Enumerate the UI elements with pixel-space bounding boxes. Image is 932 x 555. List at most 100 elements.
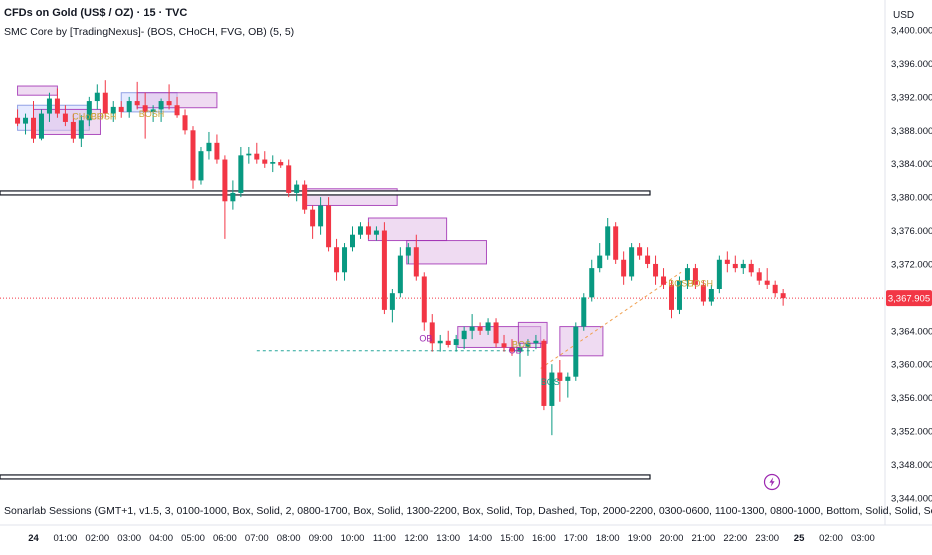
candle[interactable]: [421, 272, 427, 331]
candle[interactable]: [142, 92, 148, 139]
candle[interactable]: [158, 98, 164, 122]
candle[interactable]: [581, 293, 587, 331]
candle[interactable]: [700, 280, 706, 306]
candle[interactable]: [310, 205, 316, 239]
time-axis[interactable]: 24 01:00 02:00 03:00 04:00 05:00 06:00 07:00 08:…: [28, 533, 875, 544]
candle[interactable]: [645, 247, 651, 269]
candle[interactable]: [134, 81, 140, 110]
price-axis[interactable]: 3,344.000 3,348.000 3,352.000 3,356.000 3,36…: [891, 26, 932, 505]
candle[interactable]: [525, 339, 531, 356]
indicator-title[interactable]: SMC Core by [TradingNexus]- (BOS, CHoCH,…: [4, 26, 295, 38]
candle[interactable]: [597, 243, 603, 273]
candle[interactable]: [469, 314, 475, 340]
candle[interactable]: [676, 276, 682, 315]
candle[interactable]: [485, 318, 491, 335]
candle[interactable]: [46, 92, 52, 122]
candle[interactable]: [549, 364, 555, 436]
candle[interactable]: [86, 96, 92, 127]
candle[interactable]: [661, 268, 667, 289]
candle[interactable]: [166, 84, 172, 110]
candle-layer[interactable]: [15, 80, 786, 436]
candle[interactable]: [62, 105, 68, 127]
candle[interactable]: [684, 263, 690, 289]
candle[interactable]: [780, 289, 786, 306]
candle[interactable]: [509, 339, 515, 356]
candle[interactable]: [389, 289, 395, 323]
candle[interactable]: [174, 96, 180, 118]
candle[interactable]: [692, 263, 698, 289]
candle[interactable]: [764, 268, 770, 289]
candle[interactable]: [278, 159, 284, 168]
candle[interactable]: [38, 109, 44, 141]
candle[interactable]: [621, 251, 627, 285]
candle[interactable]: [501, 334, 507, 352]
candle[interactable]: [397, 247, 403, 298]
candle[interactable]: [541, 339, 547, 411]
candle[interactable]: [54, 88, 60, 118]
candle[interactable]: [557, 360, 563, 402]
candle[interactable]: [613, 222, 619, 264]
candle[interactable]: [573, 322, 579, 381]
lightning-bolt-icon[interactable]: [763, 473, 781, 491]
candle[interactable]: [286, 159, 292, 198]
candle[interactable]: [756, 268, 762, 285]
candle[interactable]: [413, 234, 419, 281]
candle[interactable]: [405, 243, 411, 264]
candle[interactable]: [270, 155, 276, 173]
candle[interactable]: [198, 147, 204, 185]
candle[interactable]: [373, 226, 379, 241]
candle[interactable]: [740, 259, 746, 274]
candle[interactable]: [15, 109, 21, 127]
candle[interactable]: [637, 243, 643, 260]
currency-label[interactable]: USD: [893, 10, 915, 21]
candle[interactable]: [589, 259, 595, 302]
candle[interactable]: [262, 151, 268, 168]
candle[interactable]: [94, 84, 100, 110]
candle[interactable]: [708, 284, 714, 306]
candle[interactable]: [350, 226, 355, 252]
candle[interactable]: [445, 330, 451, 348]
candle[interactable]: [533, 334, 539, 350]
candle[interactable]: [23, 113, 29, 135]
candle[interactable]: [517, 343, 523, 377]
candle[interactable]: [653, 255, 659, 285]
candle[interactable]: [238, 147, 244, 198]
candle[interactable]: [31, 101, 36, 143]
candle[interactable]: [565, 372, 571, 398]
candle[interactable]: [732, 255, 738, 273]
candle[interactable]: [477, 322, 483, 335]
candle[interactable]: [669, 280, 674, 319]
candle[interactable]: [461, 326, 467, 350]
candle[interactable]: [230, 180, 236, 210]
candle[interactable]: [70, 113, 76, 143]
candle[interactable]: [381, 222, 387, 315]
candle[interactable]: [365, 222, 371, 239]
candle[interactable]: [254, 142, 260, 164]
sessions-indicator-title[interactable]: Sonarlab Sessions (GMT+1, v1.5, 3, 0100-…: [4, 505, 932, 517]
candle[interactable]: [772, 280, 778, 298]
candle[interactable]: [429, 314, 435, 352]
candle[interactable]: [110, 101, 116, 122]
candle[interactable]: [182, 109, 188, 135]
symbol-title[interactable]: CFDs on Gold (US$ / OZ) · 15 · TVC: [4, 7, 188, 19]
candle[interactable]: [294, 180, 300, 202]
candle[interactable]: [724, 251, 730, 273]
candle[interactable]: [748, 259, 754, 277]
candle[interactable]: [150, 105, 156, 122]
candle[interactable]: [629, 243, 635, 281]
candle[interactable]: [78, 115, 84, 147]
candle[interactable]: [222, 155, 228, 239]
candle[interactable]: [326, 197, 332, 252]
candle[interactable]: [118, 101, 124, 118]
candle[interactable]: [318, 197, 324, 235]
candle[interactable]: [453, 334, 459, 352]
candle[interactable]: [605, 218, 611, 260]
candle[interactable]: [214, 134, 220, 164]
candle[interactable]: [190, 126, 196, 189]
candle[interactable]: [206, 131, 212, 160]
candle[interactable]: [493, 318, 499, 348]
candle[interactable]: [302, 180, 308, 214]
candle[interactable]: [334, 238, 340, 281]
